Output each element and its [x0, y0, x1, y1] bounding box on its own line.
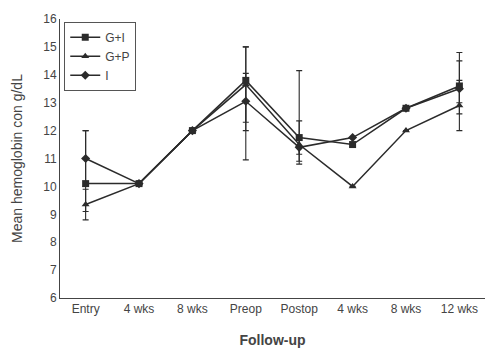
svg-text:Follow-up: Follow-up	[239, 332, 305, 348]
svg-text:12: 12	[43, 124, 57, 138]
svg-text:8 wks: 8 wks	[177, 302, 208, 316]
svg-text:6: 6	[50, 291, 57, 305]
svg-text:4 wks: 4 wks	[124, 302, 155, 316]
svg-text:G+I: G+I	[105, 31, 125, 45]
svg-text:Entry: Entry	[72, 302, 100, 316]
svg-text:7: 7	[50, 263, 57, 277]
svg-text:11: 11	[44, 152, 57, 166]
svg-text:16: 16	[43, 12, 57, 26]
svg-text:Mean hemoglobin con g/dL: Mean hemoglobin con g/dL	[9, 74, 25, 243]
svg-text:13: 13	[43, 96, 57, 110]
svg-text:4 wks: 4 wks	[337, 302, 368, 316]
svg-text:8: 8	[50, 235, 57, 249]
svg-text:12 wks: 12 wks	[441, 302, 478, 316]
svg-text:G+P: G+P	[105, 50, 129, 64]
svg-text:10: 10	[43, 180, 57, 194]
svg-text:9: 9	[50, 208, 57, 222]
svg-text:15: 15	[43, 40, 57, 54]
svg-text:I: I	[105, 69, 108, 83]
svg-text:Preop: Preop	[230, 302, 262, 316]
svg-text:14: 14	[43, 68, 57, 82]
svg-text:Postop: Postop	[281, 302, 319, 316]
svg-text:8 wks: 8 wks	[391, 302, 422, 316]
